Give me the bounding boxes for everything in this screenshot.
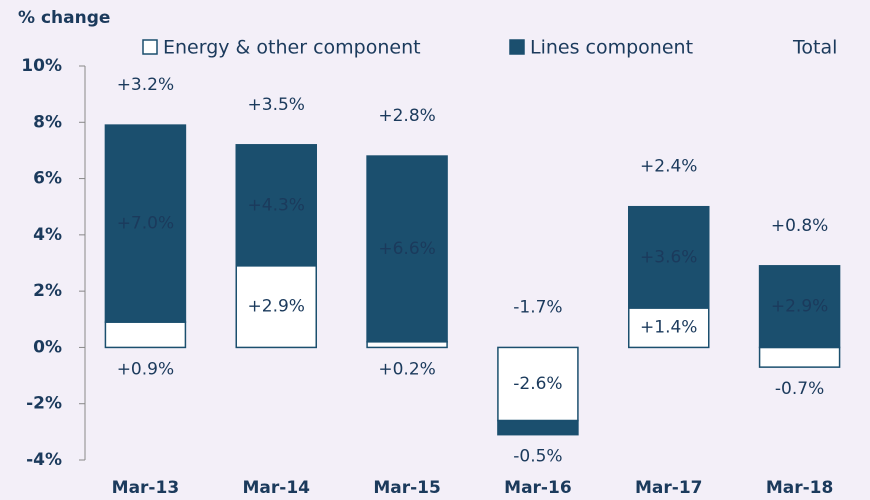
y-tick-label: 8% [33,112,62,132]
y-tick-label: 2% [33,281,62,301]
bar-segment [235,144,317,267]
bar-segment [366,341,448,349]
value-label: +1.4% [640,318,697,338]
value-label: -2.6% [513,374,562,394]
y-tick-label: -4% [26,450,62,470]
bar-segment [628,307,710,349]
y-tick-label: 4% [33,225,62,245]
value-label: +0.9% [117,359,174,379]
x-tick-label: Mar-17 [635,478,703,498]
legend-swatch [142,39,158,55]
value-label: +0.2% [378,359,435,379]
bar-segment [758,265,841,349]
legend-label: Lines component [530,37,693,59]
value-label: -0.5% [513,447,562,467]
value-label: +2.9% [248,297,305,317]
value-label: +3.6% [640,247,697,267]
value-label: +4.3% [248,195,305,215]
y-tick-label: 6% [33,169,62,189]
bar-segment [104,321,187,349]
total-label: +0.8% [771,216,828,236]
total-label: +2.8% [378,106,435,126]
y-tick-label: -2% [26,394,62,414]
x-tick-label: Mar-16 [504,478,572,498]
y-tick-label: 0% [33,337,62,357]
x-tick-label: Mar-18 [766,478,834,498]
value-label: +7.0% [117,214,174,234]
value-label: +6.6% [378,239,435,259]
total-label: +2.4% [640,157,697,177]
y-axis-label: % change [18,8,110,28]
bar-segment [758,346,841,368]
bar-segment [104,124,187,323]
x-tick-label: Mar-14 [243,478,311,498]
x-tick-label: Mar-15 [373,478,441,498]
value-label: +2.9% [771,297,828,317]
bar-segment [497,419,579,436]
legend-label: Energy & other component [163,37,421,59]
x-tick-label: Mar-13 [112,478,180,498]
bar-segment [628,205,710,309]
y-tick-label: 10% [21,56,62,76]
legend-swatch [509,39,525,55]
bar-segment [366,155,448,343]
total-label: +3.2% [117,75,174,95]
legend-label: Total [792,37,837,59]
total-label: -1.7% [513,297,562,317]
value-label: -0.7% [775,379,824,399]
total-label: +3.5% [248,95,305,115]
